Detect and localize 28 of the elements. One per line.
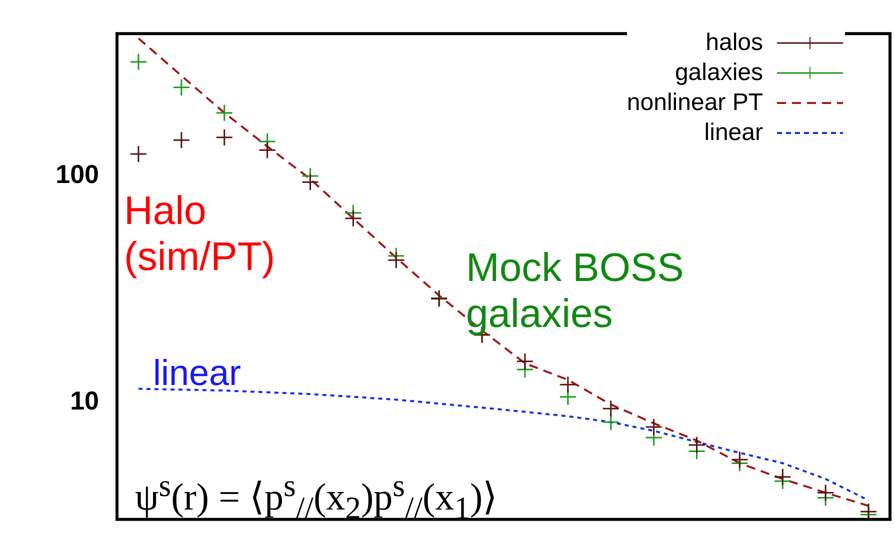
point	[860, 502, 878, 520]
legend-label: nonlinear PT	[626, 88, 763, 118]
point	[816, 484, 834, 502]
point	[130, 53, 148, 71]
y-tick-label: 10	[70, 386, 99, 416]
point	[645, 418, 663, 436]
y-tick-label: 100	[56, 159, 99, 190]
point	[387, 251, 405, 269]
annotation: Mock BOSS galaxies	[466, 245, 684, 337]
point	[216, 128, 234, 146]
annotation: linear	[153, 352, 242, 394]
point	[774, 468, 792, 486]
legend-label: halos	[706, 28, 763, 58]
point	[516, 352, 534, 370]
point	[302, 173, 319, 191]
legend-label: linear	[704, 118, 763, 148]
point	[172, 131, 190, 149]
point	[730, 450, 748, 468]
point	[172, 78, 190, 96]
annotation: Halo (sim/PT)	[124, 188, 276, 280]
point	[559, 376, 577, 394]
point	[130, 145, 148, 163]
point	[602, 400, 620, 418]
point	[344, 210, 362, 228]
point	[688, 436, 706, 454]
point	[216, 104, 234, 122]
legend-label: galaxies	[674, 58, 763, 88]
point	[258, 141, 276, 159]
